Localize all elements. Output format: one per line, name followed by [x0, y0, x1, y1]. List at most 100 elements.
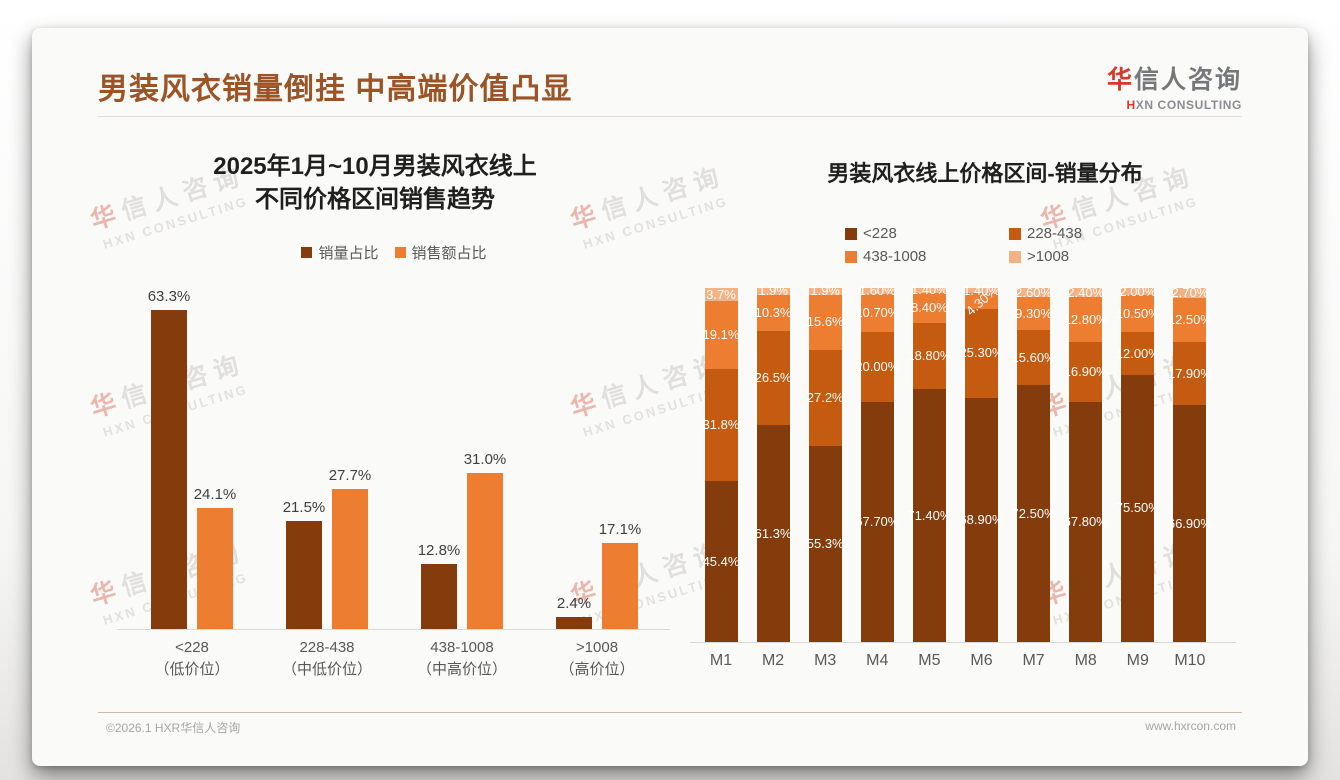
category-tier: （高价位） — [559, 661, 635, 678]
segment-label: 68.90% — [959, 512, 1004, 528]
bar-segment-228-438 — [912, 322, 946, 390]
segment-label: 18.80% — [907, 347, 952, 363]
legend-label: 销售额占比 — [411, 245, 487, 262]
logo-cn-accent: 华 — [1106, 66, 1134, 94]
month-label: M5 — [918, 652, 941, 669]
footer-website: www.hxrcon.com — [1145, 719, 1236, 733]
bar-segment-228-438 — [808, 349, 842, 447]
legend-label: >1008 — [1027, 248, 1070, 265]
right-chart-title: 男装风衣线上价格区间-销量分布 — [827, 161, 1143, 186]
bar-value-label: 12.8% — [417, 542, 461, 559]
bar-value-label: 24.1% — [193, 486, 237, 503]
bar-segment->1008 — [912, 288, 946, 293]
bar-segment-438-1008 — [704, 301, 738, 369]
segment-label: 20.00% — [855, 358, 900, 374]
category-label: <228 （低价位） — [122, 637, 262, 681]
bar-segment->1008 — [704, 288, 738, 302]
bar-segment->1008 — [1173, 288, 1207, 298]
bar-value-label: 21.5% — [282, 499, 326, 516]
bar-value-label: 31.0% — [463, 451, 507, 468]
segment-label: 1.9% — [810, 283, 840, 299]
bar-segment->1008 — [1069, 288, 1103, 297]
legend-item: 438-1008 — [845, 248, 1009, 265]
legend-label: 228-438 — [1027, 225, 1083, 242]
bar-segment-438-1008 — [912, 292, 946, 323]
left-chart-x-axis-line — [117, 629, 670, 630]
segment-label: 10.3% — [754, 304, 792, 320]
segment-label: 12.50% — [1167, 311, 1212, 327]
month-label: M2 — [761, 652, 785, 669]
bar-value-label: 2.4% — [556, 595, 592, 612]
left-chart-title-line1: 2025年1月~10月男装风衣线上 — [213, 153, 537, 180]
bar-segment-<228 — [704, 481, 738, 642]
month-label: M1 — [709, 652, 733, 669]
bar-segment-438-1008 — [860, 293, 894, 332]
bar-segment-228-438 — [965, 308, 998, 399]
bar-销量占比 — [421, 564, 457, 629]
segment-label: 12.00% — [1115, 345, 1160, 361]
bar-segment->1008 — [1017, 288, 1051, 298]
bar-segment-228-438 — [1121, 332, 1155, 375]
segment-label: 1.60% — [858, 282, 896, 298]
segment-label: 67.70% — [855, 514, 900, 530]
bar-segment-438-1008 — [1069, 296, 1103, 343]
category-tier: （低价位） — [154, 661, 230, 678]
segment-label: 17.90% — [1167, 365, 1212, 381]
bar-segment-438-1008 — [756, 294, 790, 332]
segment-label: 1.40% — [910, 282, 948, 298]
bar-segment-<228 — [912, 389, 946, 642]
legend-swatch — [845, 227, 857, 240]
brand-logo: 华信人咨询 HXN CONSULTING — [1000, 60, 1242, 112]
legend-swatch — [301, 247, 313, 258]
bar-value-label: 63.3% — [147, 288, 191, 305]
bar-segment-<228 — [756, 425, 790, 642]
right-chart-plot: 45.4% 31.8% 19.1% 3.7% 61.3% 26.5% 10.3% 1.9% 55… — [693, 282, 1233, 642]
segment-label: 75.50% — [1115, 500, 1160, 516]
bar-value-label: 17.1% — [598, 521, 642, 538]
legend-swatch — [394, 247, 406, 258]
bar-segment-228-438 — [704, 368, 738, 482]
month-label: M6 — [970, 652, 993, 669]
bar-segment-228-438 — [1069, 342, 1103, 402]
logo-en: HXN CONSULTING — [1000, 98, 1242, 112]
segment-label: 55.3% — [806, 536, 844, 552]
segment-label: 15.6% — [806, 314, 844, 330]
page-title: 男装风衣销量倒挂 中高端价值凸显 — [98, 73, 573, 106]
segment-label: 1.9% — [758, 283, 788, 299]
left-chart-title: 2025年1月~10月男装风衣线上 不同价格区间销售趋势 — [130, 150, 620, 216]
left-chart-title-line2: 不同价格区间销售趋势 — [255, 186, 495, 213]
legend-swatch — [1009, 227, 1021, 240]
category-label: 438-1008 （中高价位） — [392, 637, 532, 681]
bar-销量占比 — [556, 617, 592, 629]
left-chart-plot: 63.3% 21.5% 12.8% 2.4% 24.1% 27.7% 31.0% 17.1% — [120, 278, 668, 629]
legend-item: 228-438 — [1009, 225, 1173, 242]
segment-label: 2.70% — [1171, 284, 1209, 300]
segment-label: 61.3% — [754, 525, 792, 541]
legend-item: 销量占比 — [301, 242, 379, 263]
segment-label: 26.5% — [754, 370, 792, 386]
bar-segment-<228 — [1017, 385, 1051, 642]
bar-segment-228-438 — [756, 331, 790, 425]
bar-segment-<228 — [965, 398, 998, 642]
segment-label: 3.7% — [706, 286, 736, 302]
segment-label: 2.00% — [1119, 283, 1157, 299]
segment-label: 25.30% — [959, 345, 1004, 361]
month-label: M9 — [1126, 652, 1149, 669]
category-range: <228 — [175, 639, 209, 656]
category-range: >1008 — [575, 639, 619, 656]
bar-segment-<228 — [1121, 374, 1155, 642]
bar-segment-<228 — [1069, 402, 1103, 642]
legend-label: 438-1008 — [863, 248, 927, 265]
segment-label: 16.90% — [1063, 364, 1108, 380]
bar-销售额占比 — [602, 543, 638, 629]
logo-cn-rest: 信人咨询 — [1133, 66, 1242, 94]
footer-divider — [98, 712, 1242, 713]
segment-label: 71.40% — [907, 507, 952, 523]
segment-label: 31.8% — [702, 417, 740, 432]
bar-销售额占比 — [332, 489, 368, 629]
footer-copyright: ©2026.1 HXR华信人咨询 — [106, 721, 241, 735]
segment-label: 19.1% — [702, 326, 740, 342]
segment-label: 10.50% — [1115, 305, 1160, 321]
legend-item: 销售额占比 — [394, 242, 487, 263]
